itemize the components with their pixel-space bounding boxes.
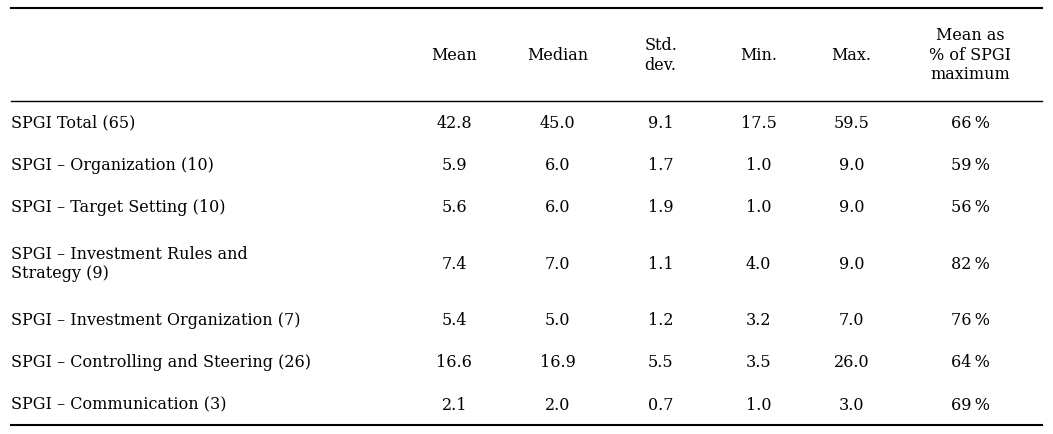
Text: SPGI – Target Setting (10): SPGI – Target Setting (10) (11, 199, 225, 216)
Text: 1.9: 1.9 (648, 199, 674, 216)
Text: 1.0: 1.0 (746, 199, 772, 216)
Text: 1.0: 1.0 (746, 396, 772, 413)
Text: 2.1: 2.1 (441, 396, 468, 413)
Text: 9.1: 9.1 (648, 115, 674, 132)
Text: 1.2: 1.2 (648, 311, 674, 328)
Text: 59.5: 59.5 (834, 115, 870, 132)
Text: Mean: Mean (432, 47, 477, 64)
Text: 17.5: 17.5 (740, 115, 777, 132)
Text: 5.6: 5.6 (441, 199, 468, 216)
Text: SPGI – Investment Organization (7): SPGI – Investment Organization (7) (11, 311, 300, 328)
Text: SPGI – Controlling and Steering (26): SPGI – Controlling and Steering (26) (11, 353, 311, 370)
Text: 5.4: 5.4 (441, 311, 468, 328)
Text: 76 %: 76 % (951, 311, 990, 328)
Text: 3.5: 3.5 (746, 353, 772, 370)
Text: 6.0: 6.0 (544, 199, 571, 216)
Text: 0.7: 0.7 (648, 396, 674, 413)
Text: 9.0: 9.0 (839, 157, 865, 174)
Text: Mean as
% of SPGI
maximum: Mean as % of SPGI maximum (929, 27, 1011, 83)
Text: 59 %: 59 % (951, 157, 990, 174)
Text: 82 %: 82 % (951, 255, 990, 272)
Text: 26.0: 26.0 (834, 353, 870, 370)
Text: Min.: Min. (740, 47, 777, 64)
Text: 45.0: 45.0 (539, 115, 575, 132)
Text: 9.0: 9.0 (839, 199, 865, 216)
Text: 16.6: 16.6 (436, 353, 472, 370)
Text: 7.0: 7.0 (839, 311, 865, 328)
Text: 7.4: 7.4 (441, 255, 468, 272)
Text: 5.9: 5.9 (441, 157, 468, 174)
Text: 3.0: 3.0 (839, 396, 865, 413)
Text: 56 %: 56 % (951, 199, 990, 216)
Text: 1.1: 1.1 (648, 255, 674, 272)
Text: SPGI – Investment Rules and
Strategy (9): SPGI – Investment Rules and Strategy (9) (11, 245, 247, 282)
Text: Max.: Max. (832, 47, 872, 64)
Text: 5.0: 5.0 (544, 311, 571, 328)
Text: 42.8: 42.8 (436, 115, 472, 132)
Text: 1.7: 1.7 (648, 157, 674, 174)
Text: SPGI – Communication (3): SPGI – Communication (3) (11, 396, 226, 413)
Text: 4.0: 4.0 (746, 255, 772, 272)
Text: 64 %: 64 % (951, 353, 990, 370)
Text: 2.0: 2.0 (544, 396, 570, 413)
Text: 69 %: 69 % (951, 396, 990, 413)
Text: Std.
dev.: Std. dev. (644, 37, 677, 73)
Text: 3.2: 3.2 (746, 311, 772, 328)
Text: 6.0: 6.0 (544, 157, 571, 174)
Text: SPGI Total (65): SPGI Total (65) (11, 115, 135, 132)
Text: 1.0: 1.0 (746, 157, 772, 174)
Text: 66 %: 66 % (951, 115, 990, 132)
Text: 7.0: 7.0 (544, 255, 571, 272)
Text: 9.0: 9.0 (839, 255, 865, 272)
Text: SPGI – Organization (10): SPGI – Organization (10) (11, 157, 214, 174)
Text: 16.9: 16.9 (539, 353, 575, 370)
Text: Median: Median (526, 47, 588, 64)
Text: 5.5: 5.5 (648, 353, 674, 370)
